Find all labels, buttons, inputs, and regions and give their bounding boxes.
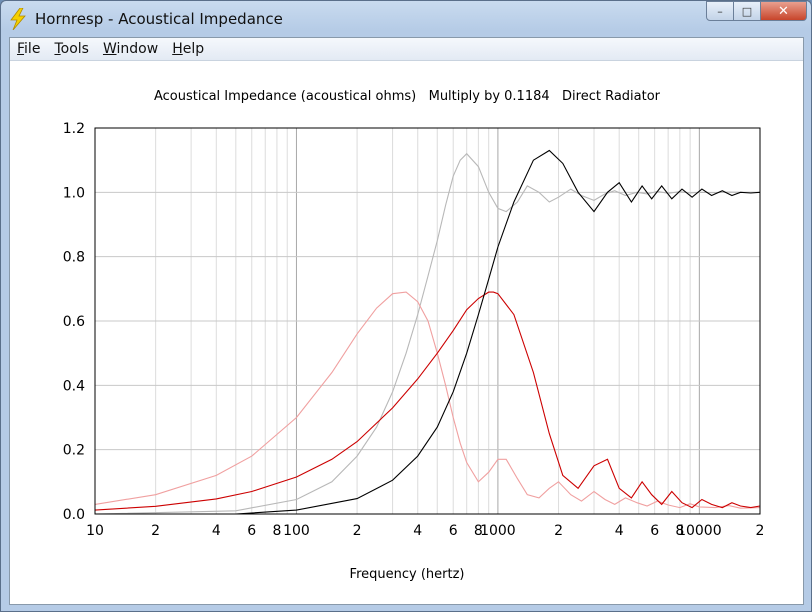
series-line-resistance-main — [95, 149, 761, 515]
y-tick-label: 0.8 — [63, 250, 85, 266]
title-bar[interactable]: Hornresp - Acoustical Impedance – □ ✕ — [1, 1, 811, 37]
y-tick-label: 0.2 — [63, 443, 85, 459]
client-area: File Tools Window Help Acoustical Impeda… — [9, 37, 804, 605]
impedance-chart: Acoustical Impedance (acoustical ohms) M… — [63, 89, 765, 582]
menu-help[interactable]: Help — [165, 38, 211, 60]
minimize-button[interactable]: – — [706, 1, 734, 21]
x-tick-label: 8 — [675, 523, 684, 539]
x-tick-label: 1000 — [480, 523, 516, 539]
x-tick-label: 2 — [554, 523, 563, 539]
window-title: Hornresp - Acoustical Impedance — [35, 10, 283, 28]
x-tick-label: 4 — [212, 523, 221, 539]
menu-file-rest: ile — [24, 41, 41, 57]
series-line-reactance-faded — [94, 291, 761, 509]
menu-window[interactable]: Window — [96, 38, 165, 60]
x-tick-label: 6 — [247, 523, 256, 539]
chart-grid — [95, 128, 760, 514]
menu-help-rest: elp — [182, 41, 205, 57]
close-button[interactable]: ✕ — [761, 1, 807, 21]
y-tick-label: 0.0 — [63, 507, 85, 523]
menu-window-rest: indow — [116, 41, 159, 57]
chart-series — [94, 149, 761, 515]
x-tick-label: 100 — [283, 523, 310, 539]
window-controls: – □ ✕ — [706, 1, 807, 23]
lightning-bolt-icon — [10, 8, 26, 30]
menu-tools-rest: ools — [60, 41, 89, 57]
x-tick-label: 6 — [650, 523, 659, 539]
y-tick-label: 1.2 — [63, 121, 85, 137]
x-tick-label: 8 — [272, 523, 281, 539]
x-tick-label: 2 — [151, 523, 160, 539]
x-tick-label: 2 — [353, 523, 362, 539]
series-line-reactance-main — [94, 291, 761, 511]
x-tick-label: 4 — [413, 523, 422, 539]
menu-bar: File Tools Window Help — [10, 38, 803, 61]
menu-window-mnemonic: W — [102, 41, 117, 57]
menu-help-mnemonic: H — [172, 41, 183, 57]
plot-frame — [94, 127, 761, 515]
chart-title: Acoustical Impedance (acoustical ohms) M… — [154, 89, 661, 104]
chart-area: Acoustical Impedance (acoustical ohms) M… — [10, 61, 803, 604]
menu-file[interactable]: File — [10, 38, 47, 60]
menu-tools[interactable]: Tools — [47, 38, 96, 60]
maximize-button[interactable]: □ — [734, 1, 761, 21]
x-tick-label: 4 — [615, 523, 624, 539]
menu-file-mnemonic: F — [17, 41, 25, 57]
x-tick-label: 6 — [449, 523, 458, 539]
x-tick-label: 2 — [756, 523, 765, 539]
x-tick-label: 10000 — [677, 523, 722, 539]
series-line-resistance-faded — [94, 152, 760, 515]
x-tick-label: 10 — [86, 523, 104, 539]
x-axis-label: Frequency (hertz) — [350, 567, 465, 582]
y-tick-label: 0.6 — [63, 314, 85, 330]
x-tick-label: 8 — [474, 523, 483, 539]
y-tick-label: 0.4 — [63, 378, 85, 394]
y-tick-label: 1.0 — [63, 185, 85, 201]
y-axis-ticks: 0.0 0.2 0.4 0.6 0.8 1.0 1.2 — [63, 121, 85, 523]
menu-tools-mnemonic: T — [54, 41, 61, 57]
